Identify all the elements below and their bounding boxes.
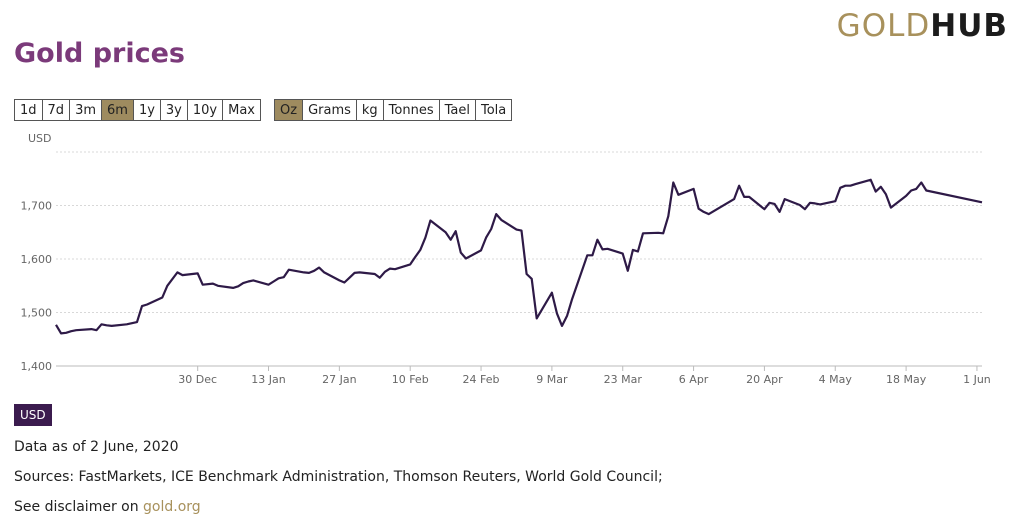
unit-button-grams[interactable]: Grams xyxy=(303,99,357,121)
y-tick-label: 1,700 xyxy=(21,200,53,213)
range-button-1y[interactable]: 1y xyxy=(133,99,161,121)
gold-org-link[interactable]: gold.org xyxy=(143,499,201,515)
price-series-line xyxy=(55,178,983,335)
unit-button-kg[interactable]: kg xyxy=(356,99,384,121)
range-button-7d[interactable]: 7d xyxy=(42,99,71,121)
range-button-3m[interactable]: 3m xyxy=(70,99,102,121)
x-tick-label: 20 Apr xyxy=(746,373,783,386)
unit-button-tonnes[interactable]: Tonnes xyxy=(383,99,440,121)
unit-button-tael[interactable]: Tael xyxy=(439,99,476,121)
disclaimer-prefix: See disclaimer on xyxy=(14,499,139,515)
data-as-of: Data as of 2 June, 2020 xyxy=(14,439,179,455)
unit-button-tola[interactable]: Tola xyxy=(475,99,513,121)
x-tick-label: 30 Dec xyxy=(178,373,217,386)
range-button-10y[interactable]: 10y xyxy=(187,99,224,121)
sources-text: Sources: FastMarkets, ICE Benchmark Admi… xyxy=(14,469,663,485)
x-tick-label: 23 Mar xyxy=(604,373,643,386)
x-tick-label: 13 Jan xyxy=(251,373,285,386)
logo-hub-text: HUB xyxy=(930,8,1008,44)
x-tick-label: 10 Feb xyxy=(392,373,429,386)
unit-selector: Oz Grams kg Tonnes Tael Tola xyxy=(274,99,513,121)
currency-badge[interactable]: USD xyxy=(14,404,52,426)
x-tick-label: 27 Jan xyxy=(322,373,356,386)
unit-button-oz[interactable]: Oz xyxy=(274,99,304,121)
y-tick-label: 1,500 xyxy=(21,307,53,320)
logo-gold-text: GOLD xyxy=(836,8,931,44)
x-tick-label: 4 May xyxy=(819,373,853,386)
gold-price-chart: 1,400 1,500 1,600 1,700 30 Dec 13 Jan 27 Jan 10… xyxy=(21,132,991,387)
x-tick-label: 9 Mar xyxy=(536,373,568,386)
x-tick-label: 18 May xyxy=(886,373,927,386)
axis-layer: 1,400 1,500 1,600 1,700 30 Dec 13 Jan 27 Jan 10… xyxy=(21,200,991,387)
range-button-max[interactable]: Max xyxy=(223,99,262,121)
page-title: Gold prices xyxy=(14,38,185,69)
grid-layer xyxy=(56,151,982,367)
range-button-6m[interactable]: 6m xyxy=(102,99,134,121)
y-tick-label: 1,600 xyxy=(21,253,53,266)
x-tick-label: 6 Apr xyxy=(679,373,709,386)
range-button-3y[interactable]: 3y xyxy=(160,99,188,121)
time-range-selector: 1d 7d 3m 6m 1y 3y 10y Max xyxy=(14,99,262,121)
y-tick-label: 1,400 xyxy=(21,360,53,373)
range-button-1d[interactable]: 1d xyxy=(14,99,43,121)
disclaimer-text: See disclaimer on gold.org xyxy=(14,499,201,515)
x-tick-label: 24 Feb xyxy=(463,373,500,386)
y-axis-unit-label: USD xyxy=(28,132,52,145)
goldhub-logo[interactable]: GOLDHUB xyxy=(837,8,1008,44)
x-tick-label: 1 Jun xyxy=(963,373,991,386)
